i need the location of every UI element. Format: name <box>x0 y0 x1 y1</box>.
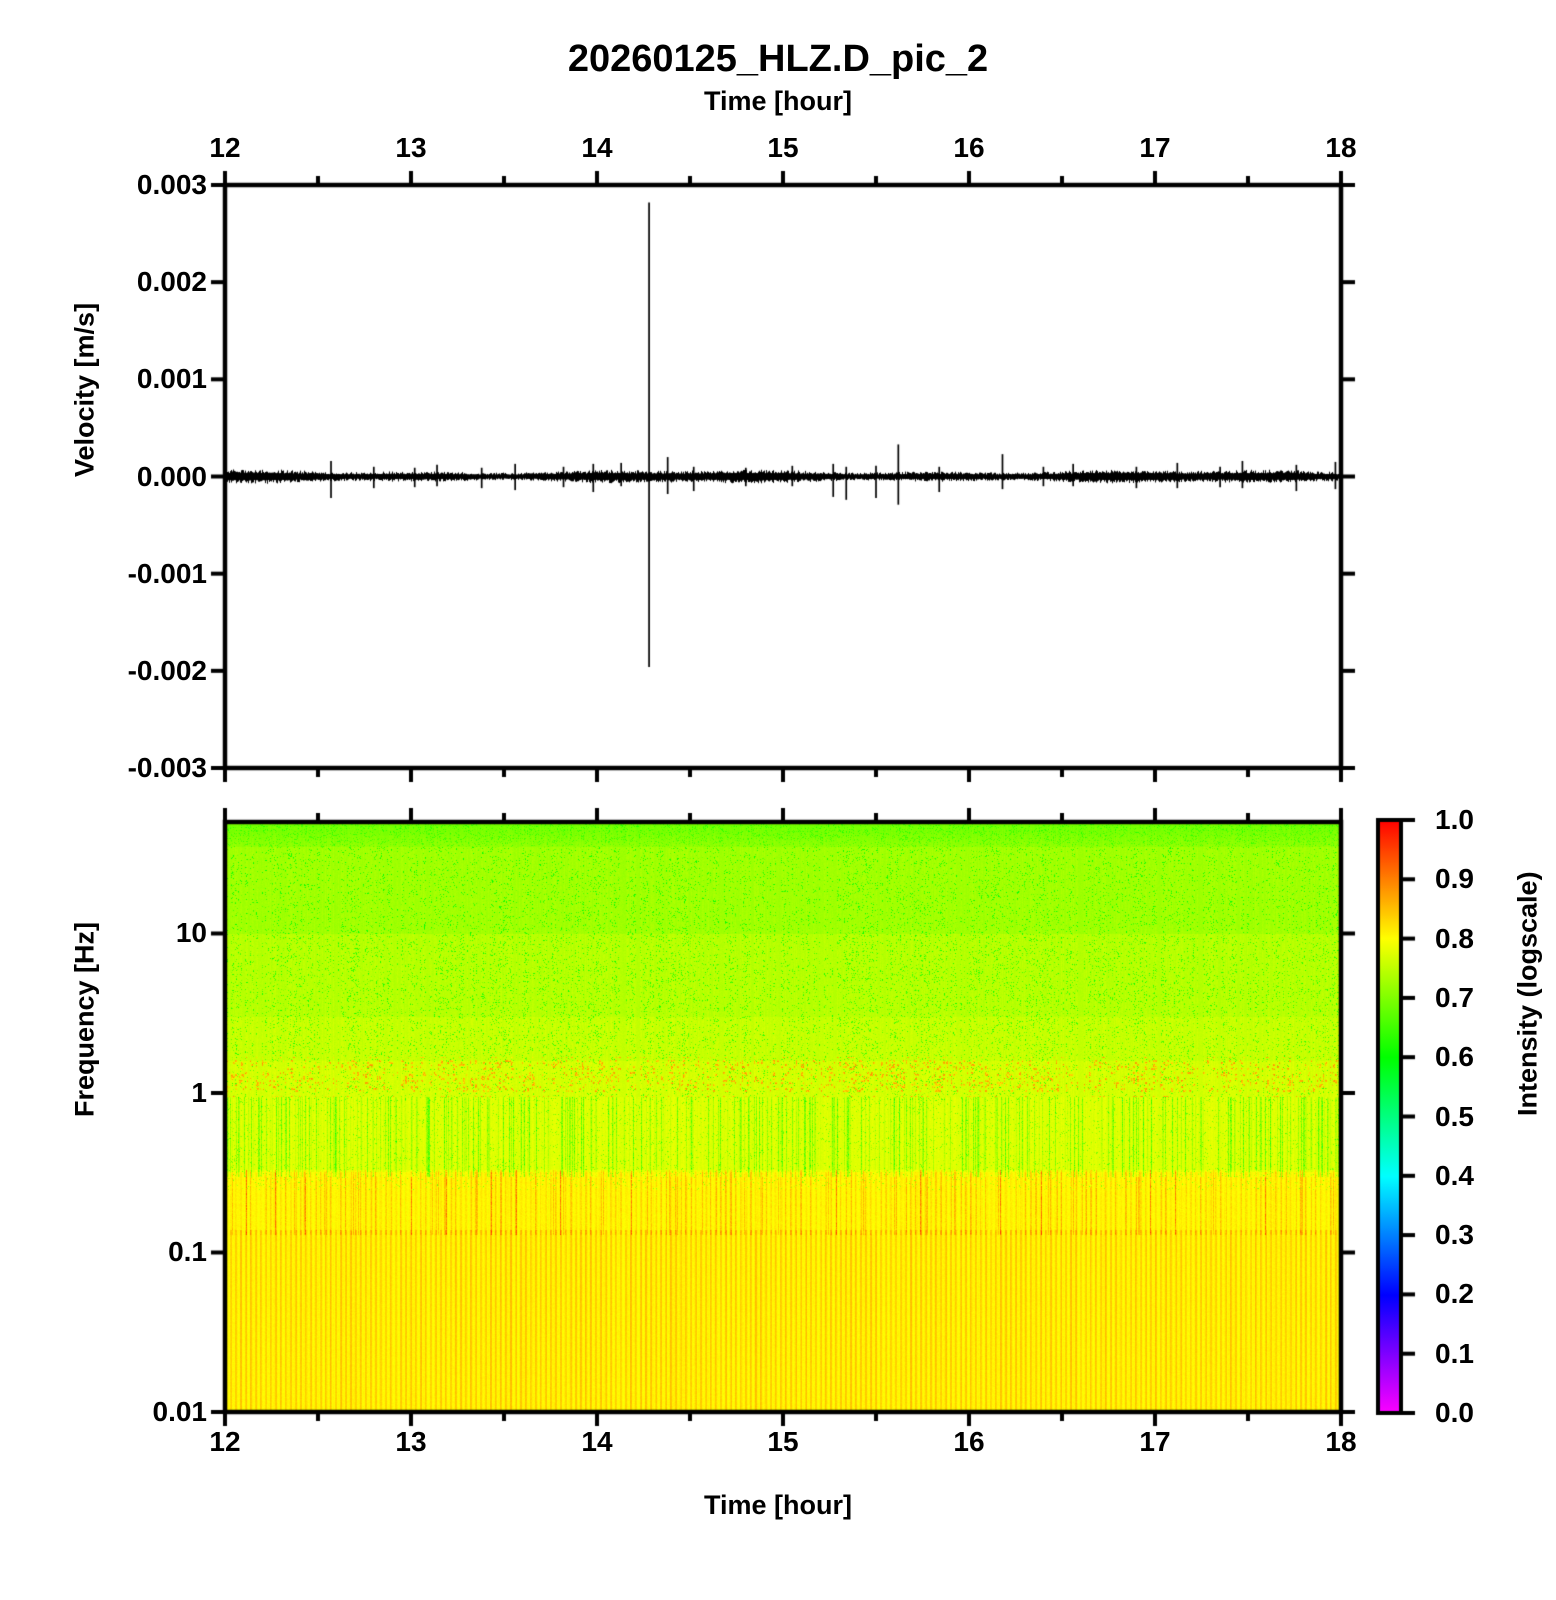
colorbar-tick-label: 0.7 <box>1435 981 1474 1013</box>
velocity-y-tick-label: 0.000 <box>136 460 207 492</box>
bottom-x-tick-label: 14 <box>581 1426 613 1457</box>
bottom-x-tick-label: 18 <box>1325 1426 1357 1457</box>
colorbar-tick-label: 0.5 <box>1435 1100 1474 1132</box>
velocity-y-tick-label: 0.002 <box>136 266 207 298</box>
bottom-x-tick-label: 17 <box>1139 1426 1171 1457</box>
frequency-y-tick-label: 10 <box>175 917 207 949</box>
colorbar-tick-label: 0.8 <box>1435 922 1474 954</box>
frequency-y-tick-label: 0.01 <box>152 1396 208 1427</box>
bottom-x-axis-label: Time [hour] <box>704 1490 852 1520</box>
velocity-y-tick-label: 0.001 <box>136 363 207 395</box>
colorbar-tick-label: 0.2 <box>1435 1278 1474 1310</box>
colorbar-tick-label: 0.6 <box>1435 1041 1474 1073</box>
top-x-tick-label: 12 <box>209 132 241 163</box>
velocity-y-tick-label: -0.001 <box>127 557 207 589</box>
frequency-y-tick-label: 0.1 <box>168 1236 207 1268</box>
top-x-tick-label: 13 <box>395 132 427 163</box>
colorbar-tick-label: 0.4 <box>1435 1159 1474 1191</box>
top-x-tick-label: 16 <box>953 132 985 163</box>
bottom-x-tick-label: 12 <box>209 1426 241 1457</box>
bottom-x-tick-label: 16 <box>953 1426 985 1457</box>
colorbar-tick-label: 0.1 <box>1435 1337 1474 1369</box>
bottom-x-tick-label: 15 <box>767 1426 799 1457</box>
velocity-y-tick-label: -0.003 <box>127 752 207 783</box>
colorbar-tick-label: 0.3 <box>1435 1219 1474 1251</box>
top-x-tick-label: 17 <box>1139 132 1171 163</box>
colorbar-tick-label: 0.0 <box>1435 1397 1474 1428</box>
frequency-y-tick-label: 1 <box>191 1076 207 1108</box>
top-x-tick-label: 14 <box>581 132 613 163</box>
bottom-x-tick-label: 13 <box>395 1426 427 1457</box>
colorbar-tick-label: 0.9 <box>1435 863 1474 895</box>
velocity-y-tick-label: -0.002 <box>127 654 207 686</box>
velocity-y-tick-label: 0.003 <box>136 169 207 200</box>
top-x-tick-label: 18 <box>1325 132 1357 163</box>
colorbar-tick-label: 1.0 <box>1435 804 1474 835</box>
top-x-tick-label: 15 <box>767 132 799 163</box>
